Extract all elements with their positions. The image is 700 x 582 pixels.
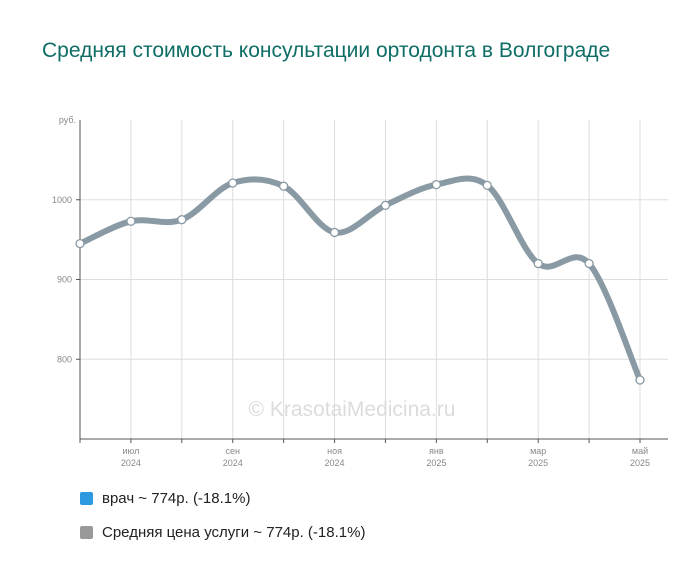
legend-label-0: врач ~ 774р. (-18.1%): [102, 490, 251, 507]
y-axis: 800 900 1000 руб.: [52, 115, 81, 439]
data-point[interactable]: [75, 238, 85, 249]
data-point[interactable]: [482, 180, 492, 191]
legend-swatch-0: [80, 492, 93, 505]
x-tick-label-month: сен: [225, 446, 240, 456]
x-axis: июл 2024 сен 2024 ноя 2024 янв 2025 мар 2025 май 20…: [79, 438, 668, 468]
legend-label-1: Средняя цена услуги ~ 774р. (-18.1%): [102, 524, 366, 541]
x-tick-label-month: май: [632, 446, 648, 456]
x-tick-label-month: июл: [122, 446, 139, 456]
legend-item-0[interactable]: врач ~ 774р. (-18.1%): [80, 490, 250, 507]
data-point[interactable]: [533, 258, 543, 269]
data-point[interactable]: [584, 258, 594, 269]
x-tick-label-year: 2024: [121, 458, 141, 468]
data-point[interactable]: [431, 179, 442, 190]
x-tick-label-month: янв: [429, 446, 444, 456]
data-point[interactable]: [228, 178, 238, 188]
x-tick-label-month: мар: [530, 446, 546, 456]
y-tick-label: 1000: [52, 195, 72, 205]
x-tick-label-year: 2024: [325, 458, 345, 468]
x-tick-label-month: ноя: [327, 446, 342, 456]
y-tick-label: 900: [57, 275, 72, 285]
data-point[interactable]: [126, 216, 136, 226]
y-axis-unit-label: руб.: [59, 115, 76, 125]
y-tick-label: 800: [57, 354, 72, 364]
data-point[interactable]: [177, 215, 187, 225]
x-tick-label-year: 2025: [528, 458, 548, 468]
x-tick-label-year: 2024: [223, 458, 243, 468]
chart-title: Средняя стоимость консультации ортодонта…: [42, 39, 611, 62]
x-tick-label-year: 2025: [426, 458, 446, 468]
data-point[interactable]: [635, 375, 645, 385]
watermark: © KrasotaiMedicina.ru: [249, 398, 456, 421]
data-point[interactable]: [329, 227, 340, 238]
legend-swatch-1: [80, 526, 93, 539]
data-point[interactable]: [278, 181, 289, 191]
legend-item-1[interactable]: Средняя цена услуги ~ 774р. (-18.1%): [80, 524, 365, 541]
grid: [79, 120, 668, 439]
data-points: [75, 178, 645, 385]
data-point[interactable]: [380, 200, 391, 210]
x-tick-label-year: 2025: [630, 458, 650, 468]
